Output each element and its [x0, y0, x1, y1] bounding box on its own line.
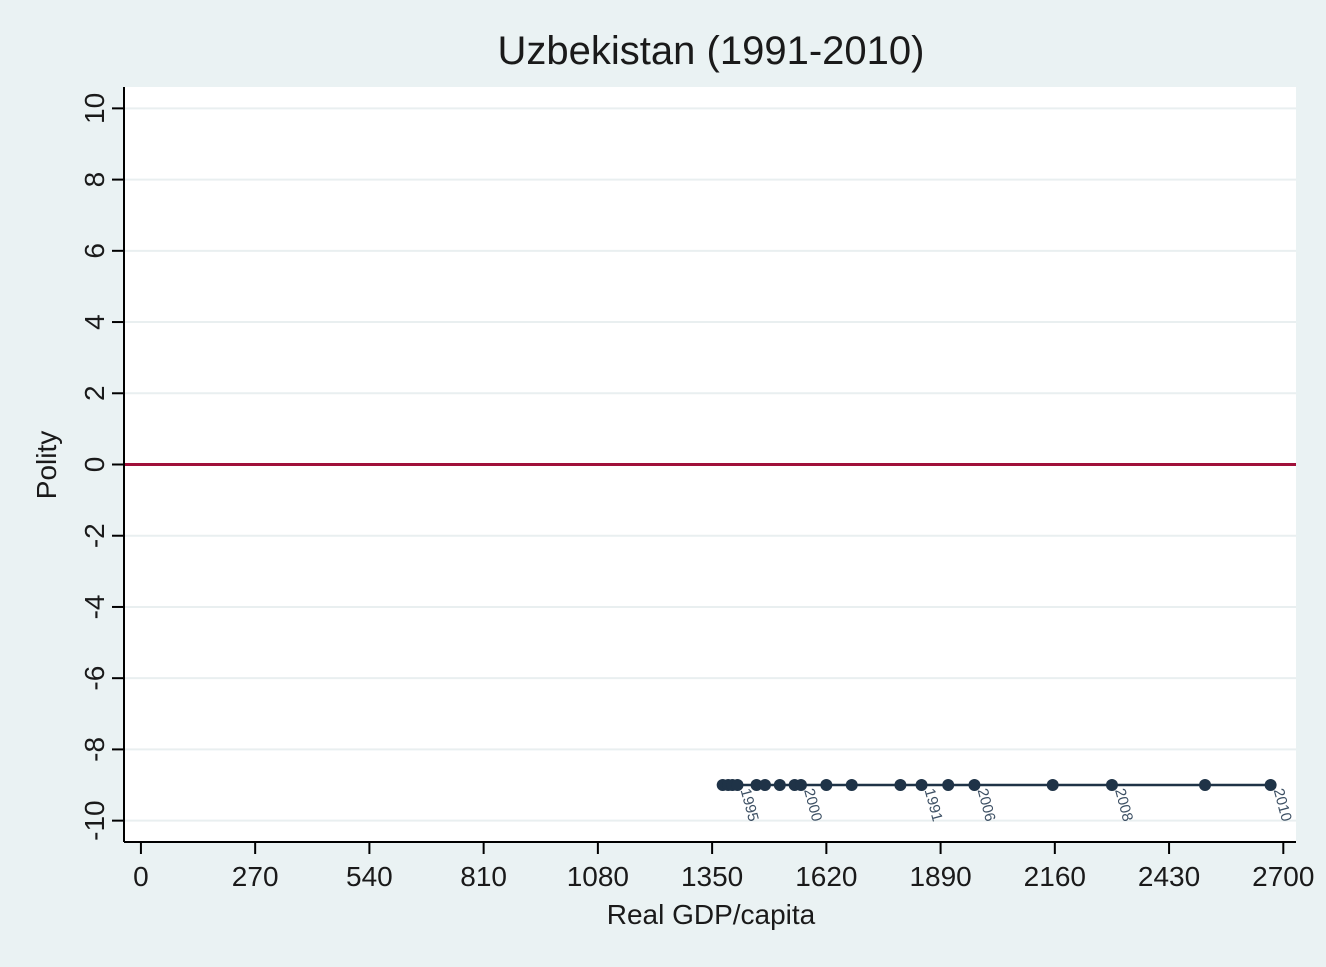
- x-tick-label: 1890: [909, 861, 971, 892]
- data-point: [942, 779, 955, 792]
- data-point: [845, 779, 858, 792]
- x-tick-label: 0: [133, 861, 149, 892]
- y-tick-label: -4: [79, 594, 110, 619]
- chart-title: Uzbekistan (1991-2010): [498, 29, 925, 73]
- x-tick-label: 270: [232, 861, 279, 892]
- x-axis-title: Real GDP/capita: [607, 899, 816, 930]
- gridlines: [124, 107, 1296, 822]
- x-axis: 0 270 540 810 1080 1350 1620 1890 2160 2430 2700: [124, 841, 1314, 892]
- data-point: [731, 779, 744, 792]
- y-tick-label: 10: [79, 93, 110, 124]
- data-point: [794, 779, 807, 792]
- data-point: [968, 779, 981, 792]
- data-point: [1046, 779, 1059, 792]
- y-tick-label: 4: [79, 314, 110, 330]
- y-axis: -10 -8 -6 -4 -2 0 2 4 6 8 10: [79, 87, 125, 842]
- x-tick-label: 2700: [1252, 861, 1314, 892]
- data-point: [820, 779, 833, 792]
- y-tick-label: 0: [79, 457, 110, 473]
- data-point: [894, 779, 907, 792]
- data-point: [1105, 779, 1118, 792]
- data-point: [1264, 779, 1277, 792]
- y-tick-label: -10: [79, 800, 110, 840]
- data-point: [750, 779, 763, 792]
- x-tick-label: 1080: [567, 861, 629, 892]
- x-tick-label: 540: [346, 861, 393, 892]
- y-tick-label: -6: [79, 666, 110, 691]
- y-tick-label: -8: [79, 737, 110, 762]
- y-tick-label: 8: [79, 172, 110, 188]
- data-point: [1199, 779, 1212, 792]
- data-point: [773, 779, 786, 792]
- x-tick-label: 810: [460, 861, 507, 892]
- x-tick-label: 1620: [795, 861, 857, 892]
- data-point: [759, 779, 772, 792]
- y-axis-title: Polity: [31, 431, 62, 499]
- data-point: [915, 779, 928, 792]
- y-tick-label: 6: [79, 243, 110, 259]
- x-tick-label: 1350: [681, 861, 743, 892]
- y-tick-label: 2: [79, 385, 110, 401]
- x-tick-label: 2160: [1024, 861, 1086, 892]
- data-points: [716, 779, 1277, 792]
- x-tick-label: 2430: [1138, 861, 1200, 892]
- y-tick-label: -2: [79, 523, 110, 548]
